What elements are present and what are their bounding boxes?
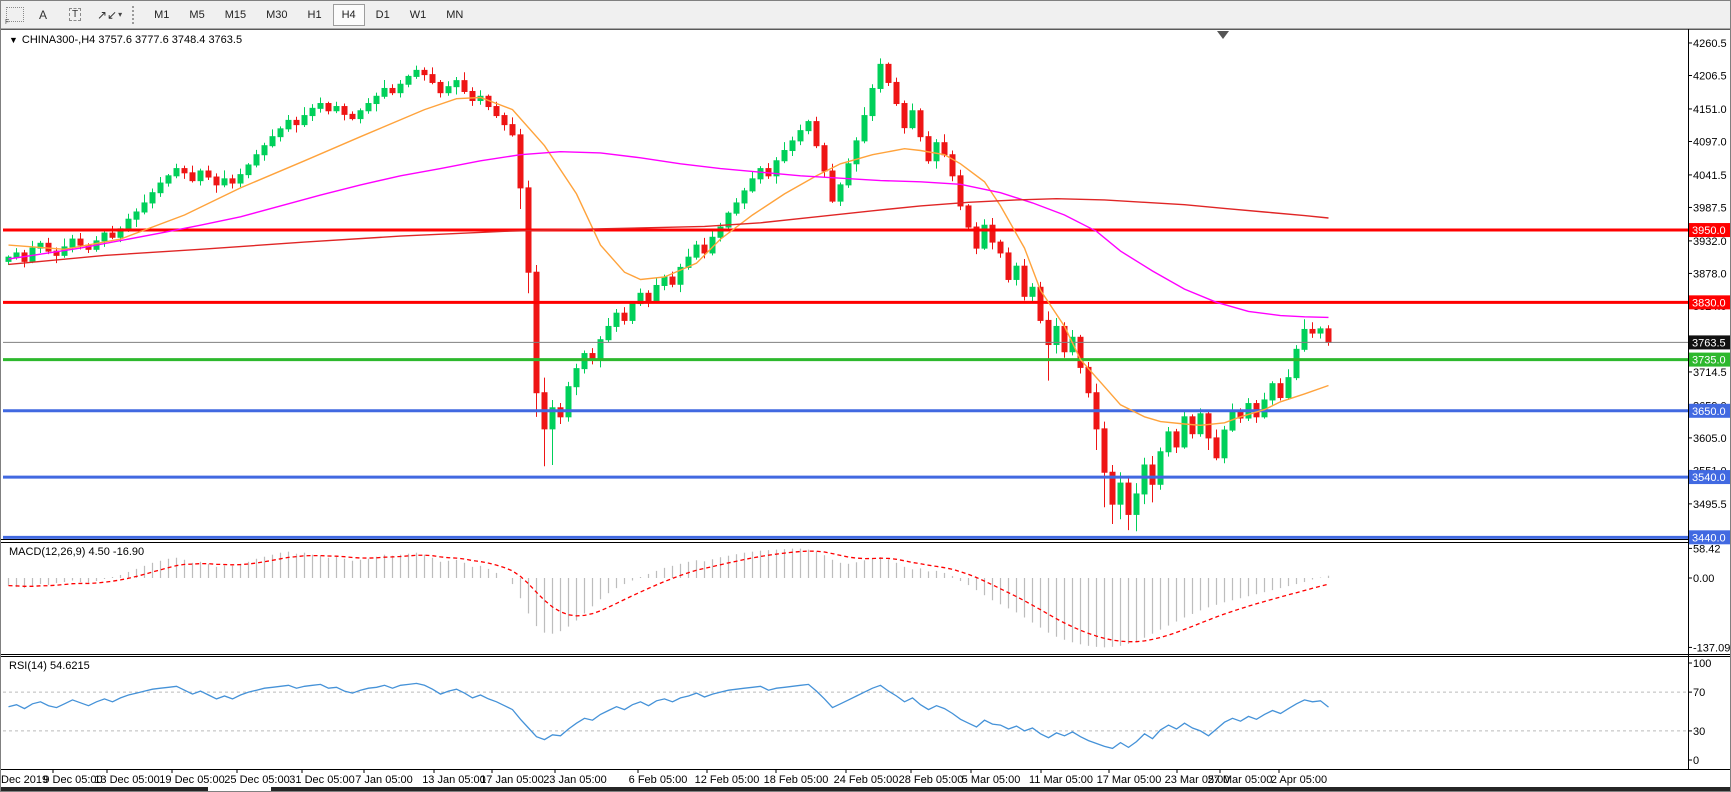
svg-text:-137.09: -137.09	[1693, 642, 1730, 654]
svg-text:30: 30	[1693, 726, 1705, 738]
svg-text:3878.0: 3878.0	[1693, 268, 1727, 280]
svg-text:5 Mar 05:00: 5 Mar 05:00	[962, 774, 1021, 786]
macd-indicator-label: MACD(12,26,9) 4.50 -16.90	[9, 546, 145, 558]
price-axis[interactable]: 4260.5 4206.5 4151.0 4097.0 4041.5 3987.5 3932…	[1688, 29, 1731, 769]
svg-text:3932.0: 3932.0	[1693, 236, 1727, 248]
svg-text:3495.5: 3495.5	[1693, 499, 1727, 511]
svg-text:0.00: 0.00	[1693, 573, 1714, 585]
svg-text:23 Jan 05:00: 23 Jan 05:00	[543, 774, 607, 786]
svg-text:7 Jan 05:00: 7 Jan 05:00	[355, 774, 413, 786]
chart-ohlc-header: ▼ CHINA300-,H4 3757.6 3777.6 3748.4 3763.…	[9, 34, 242, 46]
svg-text:24 Feb 05:00: 24 Feb 05:00	[834, 774, 899, 786]
svg-text:3 Dec 2019: 3 Dec 2019	[1, 774, 48, 786]
timeframe-h1-button[interactable]: H1	[307, 8, 322, 21]
chevron-down-icon: ▾	[118, 10, 123, 19]
svg-text:31 Dec 05:00: 31 Dec 05:00	[289, 774, 354, 786]
macd-signal-line	[8, 550, 1329, 643]
ma-fast-line	[8, 96, 1329, 427]
svg-text:19 Dec 05:00: 19 Dec 05:00	[159, 774, 224, 786]
toolbar-handle-icon[interactable]: F	[5, 7, 24, 26]
svg-text:17 Mar 05:00: 17 Mar 05:00	[1097, 774, 1162, 786]
macd-pane[interactable]	[7, 548, 1330, 648]
svg-text:4260.5: 4260.5	[1693, 38, 1727, 50]
svg-text:11 Mar 05:00: 11 Mar 05:00	[1029, 774, 1093, 786]
rsi-pane[interactable]	[3, 682, 1688, 750]
horizontal-scrollbar[interactable]	[1, 787, 1731, 792]
svg-text:3987.5: 3987.5	[1693, 202, 1727, 214]
chart-header-text: CHINA300-,H4 3757.6 3777.6 3748.4 3763.5	[21, 34, 243, 46]
svg-text:17 Jan 05:00: 17 Jan 05:00	[480, 774, 544, 786]
chart-shift-marker-icon[interactable]	[1217, 31, 1229, 39]
timeframe-mn-button[interactable]: MN	[446, 8, 464, 21]
svg-text:6 Feb 05:00: 6 Feb 05:00	[629, 774, 688, 786]
svg-text:3763.5: 3763.5	[1692, 337, 1726, 349]
label-tool-button[interactable]: T	[61, 4, 89, 26]
svg-text:2 Apr 05:00: 2 Apr 05:00	[1271, 774, 1327, 786]
svg-text:3440.0: 3440.0	[1692, 532, 1726, 544]
svg-text:3605.0: 3605.0	[1693, 433, 1727, 445]
svg-text:13 Dec 05:00: 13 Dec 05:00	[94, 774, 159, 786]
price-badge: 3763.5	[1689, 335, 1730, 350]
svg-text:4097.0: 4097.0	[1693, 136, 1727, 148]
svg-text:12 Feb 05:00: 12 Feb 05:00	[695, 774, 760, 786]
timeframe-h4-button[interactable]: H4	[332, 3, 365, 26]
svg-text:4151.0: 4151.0	[1693, 104, 1727, 116]
svg-text:3950.0: 3950.0	[1692, 225, 1726, 237]
arrows-icon: ↗↙	[97, 7, 118, 22]
svg-text:3830.0: 3830.0	[1692, 297, 1726, 309]
arrows-tool-button[interactable]: ↗↙ ▾	[93, 4, 126, 26]
ma-slow-line	[8, 197, 1329, 266]
timeframe-m30-button[interactable]: M30	[266, 8, 288, 21]
toolbar-separator	[132, 5, 140, 24]
price-badge: 3950.0	[1689, 223, 1730, 238]
svg-text:3650.0: 3650.0	[1692, 406, 1726, 418]
svg-text:3714.5: 3714.5	[1693, 367, 1727, 379]
price-badge: 3735.0	[1689, 352, 1730, 367]
svg-text:28 Feb 05:00: 28 Feb 05:00	[899, 774, 964, 786]
text-tool-button[interactable]: A	[29, 4, 57, 26]
svg-text:9 Dec 05:00: 9 Dec 05:00	[43, 774, 102, 786]
timeframe-m5-button[interactable]: M5	[189, 8, 205, 21]
timeframe-m1-button[interactable]: M1	[154, 8, 170, 21]
rsi-indicator-label: RSI(14) 54.6215	[9, 660, 90, 672]
price-badge: 3440.0	[1689, 530, 1730, 545]
collapse-chart-icon[interactable]: ▼	[9, 35, 18, 45]
price-badge: 3830.0	[1689, 295, 1730, 310]
svg-text:25 Dec 05:00: 25 Dec 05:00	[224, 774, 289, 786]
svg-text:3540.0: 3540.0	[1692, 472, 1726, 484]
timeframe-w1-button[interactable]: W1	[409, 8, 427, 21]
timeframe-m15-button[interactable]: M15	[224, 8, 247, 21]
svg-text:4041.5: 4041.5	[1693, 170, 1727, 182]
price-badge: 3540.0	[1689, 470, 1730, 485]
ma-mid-line	[8, 150, 1329, 319]
svg-text:58.42: 58.42	[1693, 543, 1721, 555]
svg-text:70: 70	[1693, 687, 1705, 699]
svg-text:4206.5: 4206.5	[1693, 71, 1727, 83]
svg-text:0: 0	[1693, 755, 1699, 767]
svg-text:27 Mar 05:00: 27 Mar 05:00	[1208, 774, 1273, 786]
svg-text:100: 100	[1693, 658, 1711, 670]
label-tool-icon: T	[68, 8, 82, 21]
svg-text:13 Jan 05:00: 13 Jan 05:00	[422, 774, 486, 786]
svg-text:3735.0: 3735.0	[1692, 355, 1726, 367]
text-tool-icon: A	[38, 7, 47, 22]
toolbar: F A T ↗↙ ▾ M1 M5 M15 M30 H1 H4 D1 W1 MN	[1, 1, 1730, 29]
timeframe-d1-button[interactable]: D1	[375, 8, 390, 21]
level-lines[interactable]	[3, 228, 1688, 539]
svg-text:18 Feb 05:00: 18 Feb 05:00	[764, 774, 829, 786]
price-badge: 3650.0	[1689, 403, 1730, 418]
svg-text:23 Mar 05:00: 23 Mar 05:00	[1165, 774, 1230, 786]
rsi-line	[8, 682, 1329, 750]
